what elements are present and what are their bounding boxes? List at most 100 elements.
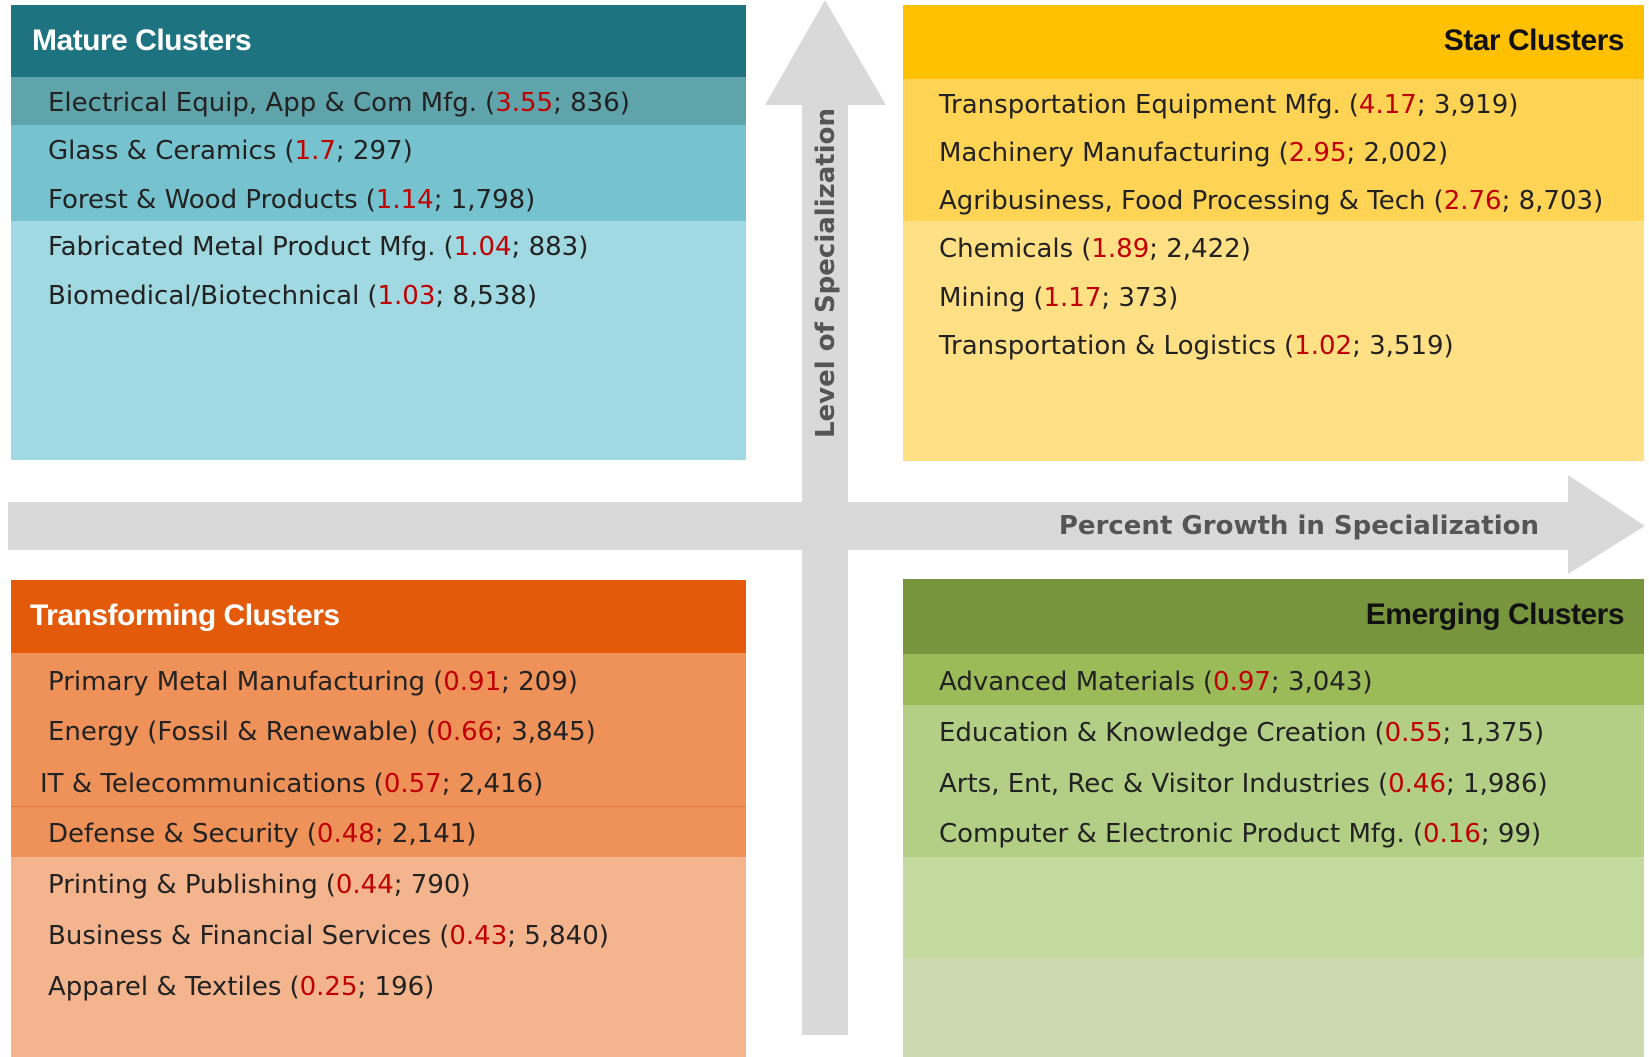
cluster-value: 0.16 (1413, 819, 1481, 849)
cluster-count: 8,703 (1502, 186, 1604, 216)
cluster-count: 2,141 (375, 819, 477, 849)
cluster-item: Fabricated Metal Product Mfg. 1.04883 (48, 232, 588, 262)
cluster-item: Apparel & Textiles0.25196 (48, 972, 434, 1002)
cluster-name: IT & Telecommunications (40, 769, 366, 799)
cluster-count: 3,519 (1352, 331, 1454, 361)
quadrant-title: Emerging Clusters (1365, 598, 1625, 631)
quadrant-title: Mature Clusters (32, 24, 252, 57)
cluster-item: Education & Knowledge Creation0.551,375 (939, 718, 1544, 748)
cluster-name: Advanced Materials (939, 667, 1195, 697)
cluster-name: Transportation & Logistics (939, 331, 1277, 361)
header-band (903, 579, 1644, 654)
cluster-value: 0.43 (439, 921, 507, 951)
cluster-value: 3.55 (485, 88, 553, 118)
row-band (11, 806, 746, 857)
cluster-name: Education & Knowledge Creation (939, 718, 1367, 748)
cluster-value: 0.44 (326, 870, 394, 900)
cluster-value: 0.66 (426, 717, 494, 747)
cluster-value: 0.55 (1374, 718, 1442, 748)
cluster-item: Arts, Ent, Rec & Visitor Industries 0.461… (939, 769, 1548, 799)
row-band (11, 125, 746, 221)
cluster-item: Transportation Equipment Mfg. 4.173,919 (939, 90, 1518, 120)
cluster-name: Electrical Equip, App & Com Mfg. (48, 88, 478, 118)
cluster-name: Fabricated Metal Product Mfg. (48, 232, 436, 262)
cluster-item: Forest & Wood Products 1.141,798 (48, 185, 535, 215)
cluster-count: 297 (336, 136, 413, 166)
cluster-name: Business & Financial Services (48, 921, 432, 951)
cluster-name: Printing & Publishing (48, 870, 318, 900)
cluster-value: 1.17 (1033, 283, 1101, 313)
cluster-item: Agribusiness, Food Processing & Tech 2.76… (939, 186, 1603, 216)
cluster-count: 3,919 (1417, 90, 1519, 120)
row-band (903, 857, 1644, 958)
cluster-item: Transportation & Logistics1.023,519 (939, 331, 1454, 361)
cluster-name: Arts, Ent, Rec & Visitor Industries (939, 769, 1370, 799)
cluster-count: 8,538 (435, 281, 537, 311)
row-band (11, 857, 746, 1057)
cluster-item: Chemicals1.892,422 (939, 234, 1251, 264)
cluster-value: 1.14 (366, 185, 434, 215)
cluster-name: Biomedical/Biotechnical (48, 281, 360, 311)
cluster-value: 2.95 (1278, 138, 1346, 168)
header-band (11, 5, 746, 77)
cluster-item: Primary Metal Manufacturing0.91209 (48, 667, 578, 697)
header-band (903, 5, 1644, 79)
cluster-item: Biomedical/Biotechnical1.038,538 (48, 281, 537, 311)
cluster-item: Business & Financial Services0.435,840 (48, 921, 609, 951)
cluster-item: Advanced Materials 0.973,043 (939, 667, 1373, 697)
row-band (11, 77, 746, 125)
cluster-value: 1.7 (284, 136, 336, 166)
x-axis-label: Percent Growth in Specialization (1058, 511, 1539, 541)
cluster-count: 2,002 (1347, 138, 1449, 168)
row-band (903, 79, 1644, 221)
cluster-item: Computer & Electronic Product Mfg. 0.1699 (939, 819, 1541, 849)
cluster-count: 2,422 (1149, 234, 1251, 264)
cluster-item: Glass & Ceramics1.7297 (48, 136, 413, 166)
cluster-name: Primary Metal Manufacturing (48, 667, 426, 697)
cluster-item: Printing & Publishing 0.44790 (48, 870, 471, 900)
cluster-value: 1.89 (1081, 234, 1149, 264)
cluster-item: Electrical Equip, App & Com Mfg.3.55836 (48, 88, 630, 118)
quadrant-title: Star Clusters (1443, 24, 1625, 57)
cluster-value: 0.57 (374, 769, 442, 799)
cluster-count: 209 (501, 667, 578, 697)
row-band (903, 705, 1644, 857)
quadrant-title: Transforming Clusters (30, 599, 340, 632)
cluster-value: 1.04 (444, 232, 512, 262)
cluster-count: 1,798 (434, 185, 536, 215)
cluster-value: 0.46 (1378, 769, 1446, 799)
cluster-value: 4.17 (1349, 90, 1417, 120)
cluster-name: Forest & Wood Products (48, 185, 358, 215)
cluster-name: Mining (939, 283, 1026, 313)
cluster-name: Energy (Fossil & Renewable) (48, 717, 419, 747)
cluster-name: Computer & Electronic Product Mfg. (939, 819, 1405, 849)
cluster-count: 99 (1481, 819, 1541, 849)
cluster-count: 3,845 (494, 717, 596, 747)
cluster-value: 0.97 (1203, 667, 1271, 697)
cluster-item: Energy (Fossil & Renewable)0.663,845 (48, 717, 596, 747)
cluster-name: Agribusiness, Food Processing & Tech (939, 186, 1426, 216)
cluster-count: 196 (358, 972, 435, 1002)
cluster-count: 373 (1101, 283, 1178, 313)
header-band (11, 580, 746, 653)
row-band (903, 958, 1644, 1057)
cluster-count: 836 (553, 88, 630, 118)
cluster-count: 2,416 (442, 769, 544, 799)
cluster-item: IT & Telecommunications 0.572,416 (40, 769, 543, 799)
separator (11, 806, 746, 807)
cluster-name: Transportation Equipment Mfg. (939, 90, 1341, 120)
cluster-count: 790 (394, 870, 471, 900)
cluster-name: Apparel & Textiles (48, 972, 282, 1002)
cluster-item: Defense & Security 0.482,141 (48, 819, 476, 849)
cluster-name: Glass & Ceramics (48, 136, 277, 166)
cluster-count: 1,375 (1443, 718, 1545, 748)
row-band (903, 221, 1644, 461)
cluster-count: 5,840 (507, 921, 609, 951)
row-band (11, 221, 746, 460)
y-axis-label: Level of Specialization (811, 107, 841, 439)
row-band (903, 654, 1644, 705)
cluster-value: 2.76 (1434, 186, 1502, 216)
cluster-name: Machinery Manufacturing (939, 138, 1271, 168)
